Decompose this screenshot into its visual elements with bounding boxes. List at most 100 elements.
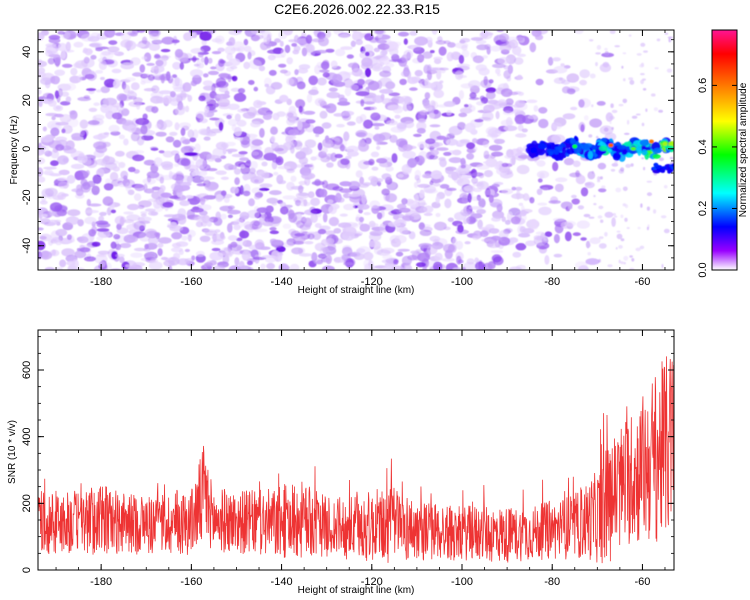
noise-blob: [127, 31, 136, 36]
noise-blob: [249, 161, 258, 169]
noise-blob: [125, 182, 131, 192]
colorbar-tick-label: 0.2: [697, 201, 709, 216]
noise-blob: [328, 87, 338, 92]
noise-blob: [103, 155, 110, 163]
noise-blob: [204, 182, 219, 192]
noise-blob: [478, 198, 486, 208]
noise-blob: [84, 256, 96, 262]
noise-blob: [243, 61, 251, 70]
noise-blob: [214, 94, 224, 102]
noise-blob: [304, 241, 314, 245]
noise-blob: [333, 81, 346, 87]
noise-blob: [430, 170, 442, 180]
noise-blob: [213, 103, 219, 108]
noise-blob: [623, 262, 626, 265]
noise-blob: [39, 200, 48, 205]
noise-blob: [187, 234, 192, 242]
noise-blob: [75, 188, 84, 197]
noise-blob: [645, 108, 648, 112]
noise-blob: [98, 261, 106, 268]
noise-blob: [303, 110, 316, 115]
noise-blob: [60, 51, 67, 60]
noise-blob: [515, 243, 527, 251]
noise-blob: [356, 132, 367, 137]
noise-blob: [566, 73, 580, 83]
noise-blob: [509, 157, 516, 165]
noise-blob: [405, 198, 415, 205]
noise-blob: [59, 259, 67, 268]
noise-blob: [116, 105, 125, 111]
noise-blob: [50, 75, 61, 85]
noise-blob: [45, 187, 58, 197]
noise-blob: [211, 247, 221, 252]
signal-blob: [666, 145, 674, 151]
noise-blob: [547, 56, 554, 66]
noise-blob: [191, 170, 201, 177]
noise-blob: [237, 108, 247, 113]
noise-blob: [48, 54, 61, 58]
noise-blob: [286, 181, 295, 191]
noise-blob: [270, 126, 278, 135]
noise-blob: [471, 177, 478, 184]
noise-blob: [491, 151, 504, 157]
noise-blob: [475, 39, 487, 45]
noise-blob: [640, 73, 645, 76]
noise-blob: [248, 198, 255, 207]
noise-blob: [234, 126, 242, 137]
signal-blob: [617, 144, 627, 150]
noise-blob: [278, 180, 287, 185]
noise-blob: [342, 226, 357, 237]
noise-blob: [150, 147, 159, 151]
noise-blob: [259, 127, 265, 138]
noise-blob: [563, 157, 575, 166]
noise-blob: [261, 161, 268, 167]
noise-blob: [170, 91, 176, 98]
noise-blob: [112, 166, 121, 172]
noise-blob: [141, 134, 154, 141]
noise-blob: [42, 126, 47, 132]
noise-blob: [518, 202, 524, 206]
noise-blob: [393, 259, 399, 265]
signal-blob: [641, 149, 648, 156]
noise-blob: [513, 57, 524, 65]
noise-blob: [483, 189, 493, 196]
noise-blob: [554, 183, 564, 193]
noise-blob: [340, 158, 350, 166]
noise-blob: [175, 106, 186, 116]
noise-blob: [114, 215, 126, 225]
noise-blob: [231, 75, 238, 82]
noise-blob: [151, 85, 160, 94]
noise-blob: [74, 267, 86, 270]
noise-blob: [398, 95, 413, 105]
noise-blob: [327, 242, 337, 251]
noise-blob: [88, 43, 101, 47]
noise-blob: [198, 95, 206, 102]
noise-blob: [596, 180, 601, 183]
noise-blob: [417, 53, 425, 63]
noise-blob: [169, 131, 178, 136]
noise-blob: [238, 151, 248, 155]
noise-blob: [376, 39, 388, 44]
noise-blob: [466, 142, 476, 150]
noise-blob: [143, 253, 155, 258]
noise-blob: [571, 198, 580, 205]
noise-blob: [147, 198, 158, 202]
noise-blob: [642, 88, 647, 91]
noise-blob: [108, 124, 120, 133]
noise-blob: [646, 192, 653, 197]
noise-blob: [614, 160, 618, 165]
noise-blob: [402, 150, 416, 159]
noise-blob: [476, 208, 486, 215]
noise-blob: [48, 34, 61, 40]
noise-blob: [265, 205, 274, 213]
noise-blob: [225, 148, 238, 153]
noise-blob: [278, 30, 288, 40]
noise-blob: [160, 192, 172, 198]
noise-blob: [387, 41, 399, 50]
noise-blob: [529, 197, 535, 204]
noise-blob: [479, 230, 489, 238]
noise-blob: [585, 258, 600, 265]
noise-blob: [104, 30, 116, 38]
noise-blob: [279, 69, 288, 74]
noise-blob: [58, 42, 67, 52]
